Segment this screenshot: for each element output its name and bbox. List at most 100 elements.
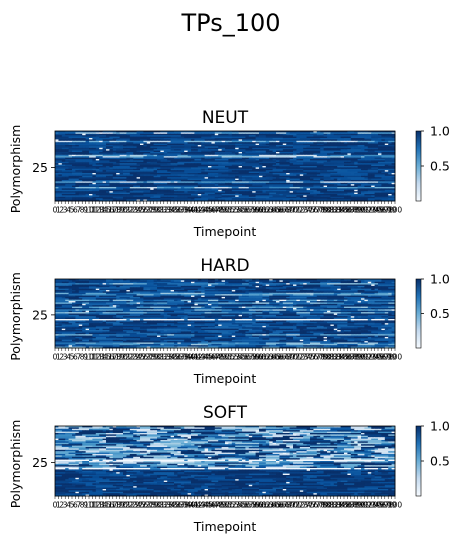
heatmap-cell [211,147,216,150]
heatmap-cell [119,140,124,143]
heatmap-cell [191,136,195,139]
heatmap-cell [150,142,154,144]
heatmap-cell [316,189,321,192]
heatmap-cell [289,170,294,172]
heatmap-cell [99,164,103,167]
heatmap-cell [231,180,236,182]
heatmap-cell [99,187,103,189]
heatmap-cell [177,139,182,142]
heatmap-cell [75,132,80,135]
heatmap-cell [58,166,63,168]
heatmap-cell [306,182,311,185]
heatmap-cell [310,157,314,160]
heatmap-cell [109,180,114,182]
heatmap-cell [350,131,355,133]
heatmap-cell [109,185,114,188]
heatmap-cell [129,181,134,184]
heatmap-cell [150,138,154,140]
heatmap-cell [102,174,107,177]
heatmap-cell [177,153,182,156]
heatmap-cell [255,167,260,170]
heatmap-cell [99,192,103,195]
heatmap-cell [228,143,233,146]
heatmap-cell [357,170,362,172]
heatmap-cell [235,163,239,165]
heatmap-cell [197,136,202,139]
heatmap-cell [133,163,137,165]
heatmap-cell [204,175,209,178]
heatmap-cell [310,154,314,157]
heatmap-cell [89,138,93,140]
heatmap-cell [78,184,83,186]
heatmap-cell [248,154,253,157]
heatmap-cell [320,194,324,196]
heatmap-cell [99,149,103,151]
heatmap-cell [381,163,386,165]
heatmap-cell [245,185,250,188]
heatmap-cell [228,171,233,174]
heatmap-cell [272,178,277,181]
heatmap-cell [333,189,338,192]
heatmap-cell [197,147,202,150]
heatmap-cell [92,174,97,177]
heatmap-cell [330,180,335,182]
heatmap-cell [279,196,284,199]
heatmap-cell [102,157,107,160]
heatmap-cell [371,170,375,172]
heatmap-cell [276,154,280,157]
heatmap-cell [112,136,117,139]
heatmap-cell [177,159,182,161]
heatmap-cell [367,133,372,136]
heatmap-cell [296,135,301,137]
heatmap-cell [306,189,311,192]
heatmap-cell [140,175,144,178]
heatmap-cell [293,192,297,195]
heatmap-cell [85,180,90,182]
heatmap-cell [320,182,324,185]
heatmap-cell [333,171,338,174]
heatmap-cell [361,174,365,177]
heatmap-cell [184,149,188,151]
heatmap-cell [255,185,260,188]
heatmap-cell [265,132,270,135]
heatmap-cell [323,173,328,175]
heatmap-cell [340,182,345,185]
heatmap-cell [364,140,369,143]
heatmap-cell [340,198,345,200]
heatmap-cell [129,184,134,186]
heatmap-cell [72,135,76,137]
heatmap-cell [123,171,127,174]
heatmap-cell [55,170,59,172]
heatmap-cell [184,142,188,144]
heatmap-cell [85,171,90,174]
heatmap-cell [303,184,307,186]
heatmap-cell [357,138,362,140]
heatmap-cell [129,161,134,164]
heatmap-cell [279,199,284,202]
heatmap-cell [238,161,243,164]
heatmap-cell [279,173,284,175]
heatmap-cell [299,177,304,179]
heatmap-cell [381,146,386,149]
heatmap-cell [95,174,100,177]
heatmap-cell [347,173,352,175]
heatmap-cell [248,160,253,163]
heatmap-cell [211,146,216,149]
heatmap-cell [78,170,83,172]
heatmap-cell [337,192,341,195]
heatmap-cell [211,188,216,191]
heatmap-cell [160,133,165,136]
heatmap-cell [170,196,175,199]
heatmap-cell [92,154,97,157]
heatmap-cell [163,156,168,158]
heatmap-cell [146,131,151,133]
heatmap-cell [340,138,345,140]
heatmap-cell [388,189,392,192]
heatmap-cell [354,173,358,175]
heatmap-cell [58,156,63,158]
heatmap-cell [245,191,250,193]
heatmap-cell [109,142,114,144]
heatmap-cell [197,173,202,175]
heatmap-cell [208,160,212,163]
heatmap-cell [361,136,365,139]
